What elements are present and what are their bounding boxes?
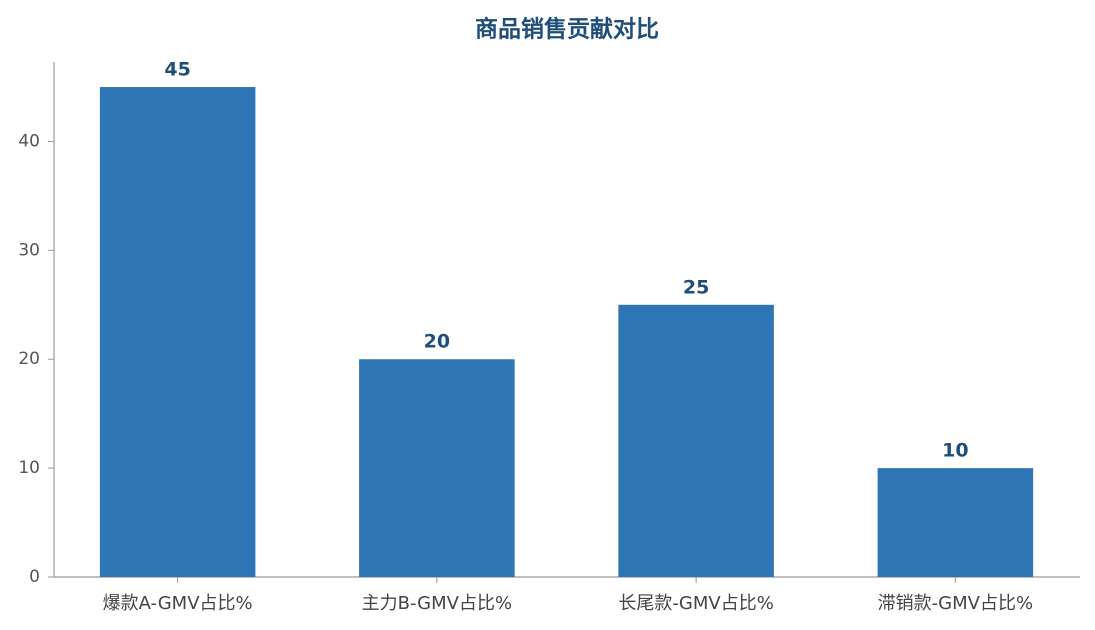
x-tick-label: 长尾款-GMV占比% — [618, 593, 773, 614]
bar — [877, 468, 1034, 577]
x-tick-label: 主力B-GMV占比% — [362, 593, 512, 614]
x-tick-label: 滞销款-GMV占比% — [878, 593, 1033, 614]
value-label: 20 — [424, 331, 450, 353]
value-label: 45 — [164, 59, 190, 81]
bar — [99, 87, 256, 577]
x-tick-label: 爆款A-GMV占比% — [103, 593, 253, 614]
y-tick-label: 40 — [18, 131, 40, 151]
y-tick-label: 0 — [29, 567, 40, 587]
bar — [618, 304, 774, 577]
y-tick-label: 20 — [18, 349, 40, 369]
bar — [359, 359, 515, 577]
y-tick-label: 10 — [18, 458, 40, 478]
chart-title: 商品销售贡献对比 — [475, 16, 659, 43]
value-label: 10 — [942, 440, 968, 462]
y-tick-label: 30 — [18, 240, 40, 260]
value-label: 25 — [683, 276, 709, 298]
